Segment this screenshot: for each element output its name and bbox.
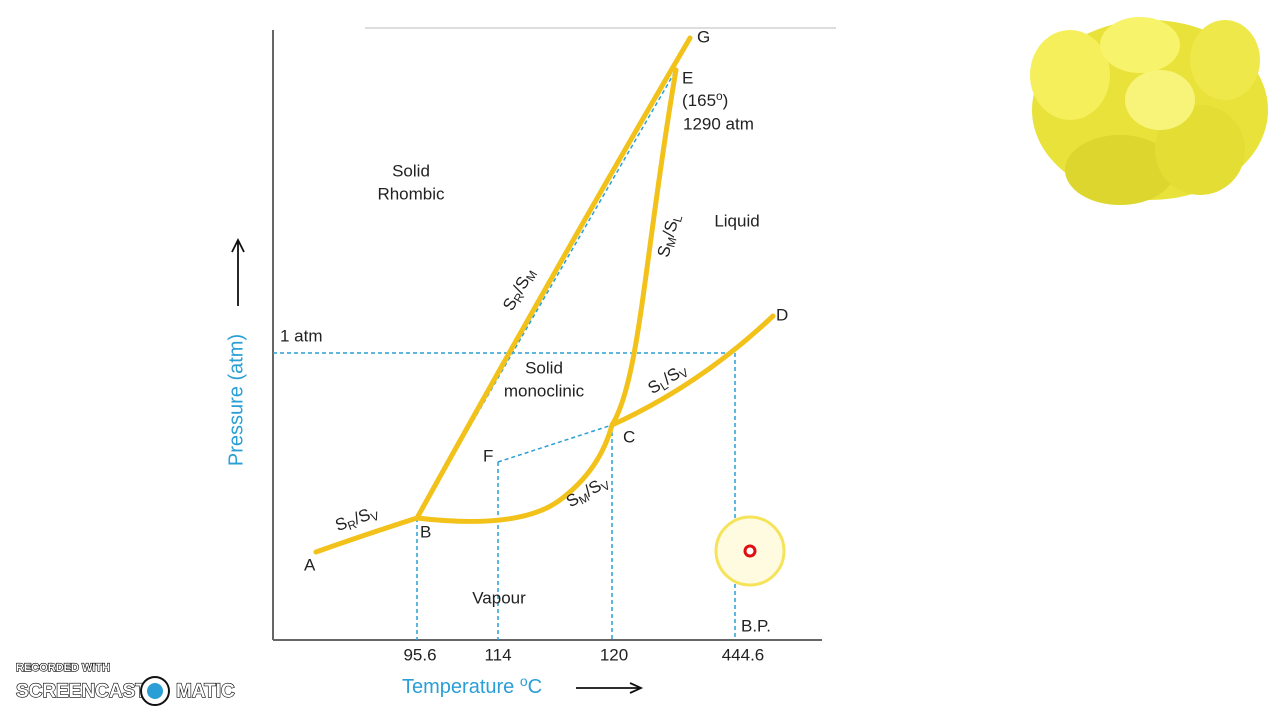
x-tick-label: 120 xyxy=(600,645,628,664)
region-label: Solid xyxy=(392,161,430,180)
curve-bc xyxy=(414,422,615,524)
x-tick-label: 95.6 xyxy=(403,645,436,664)
region-label: monoclinic xyxy=(504,381,585,400)
pressure-line-label: 1 atm xyxy=(280,326,323,345)
point-label: E xyxy=(682,68,693,87)
curve-label: SR/SM xyxy=(499,265,539,315)
curve-ab xyxy=(313,515,420,555)
right-arrow xyxy=(576,682,644,694)
region-label: Vapour xyxy=(472,588,526,607)
x-tick-label: 114 xyxy=(484,645,511,664)
text-part: C xyxy=(528,676,542,698)
text-part: M xyxy=(663,236,679,249)
point-label: G xyxy=(697,27,710,46)
point-label: C xyxy=(623,427,635,446)
curve-label: SM/SV xyxy=(563,473,612,513)
text-part: Temperature xyxy=(402,676,520,698)
point-label: B xyxy=(420,522,431,541)
boiling-point-label: B.P. xyxy=(741,616,771,635)
y-axis-label: Pressure (atm) xyxy=(225,334,247,466)
text-part: S xyxy=(661,218,682,234)
text-part: (165 xyxy=(682,91,716,110)
x-tick-label: 444.6 xyxy=(722,645,765,664)
up-arrow xyxy=(231,237,245,306)
curve-label: SM/SL xyxy=(654,212,685,260)
text-part: / xyxy=(660,229,680,239)
point-label: A xyxy=(304,555,316,574)
text-part: S xyxy=(654,244,675,260)
curve-label: SR/SV xyxy=(333,503,381,537)
watermark: RECORDED WITH xyxy=(16,662,110,674)
text-part: o xyxy=(520,673,528,689)
region-label: Solid xyxy=(525,358,563,377)
curve-ce xyxy=(609,67,679,428)
watermark: MATIC xyxy=(176,681,235,702)
sulfur-crystal xyxy=(1030,17,1268,205)
cursor xyxy=(743,544,757,558)
curve-cd xyxy=(609,313,776,428)
text-part: ) xyxy=(723,91,729,110)
text-part: L xyxy=(670,213,685,223)
region-label: Liquid xyxy=(714,211,759,230)
point-label: D xyxy=(776,305,788,324)
curve-bg xyxy=(414,35,693,521)
x-axis-label: Temperature oC xyxy=(402,673,542,698)
watermark: SCREENCAST xyxy=(16,681,147,702)
region-label: Rhombic xyxy=(377,184,445,203)
text-part: / xyxy=(351,509,362,529)
watermark-logo xyxy=(147,683,163,699)
text-part: o xyxy=(716,89,723,103)
point-label: F xyxy=(483,446,493,465)
e-pressure: 1290 atm xyxy=(683,114,754,133)
e-temperature: (165o) xyxy=(682,89,728,110)
